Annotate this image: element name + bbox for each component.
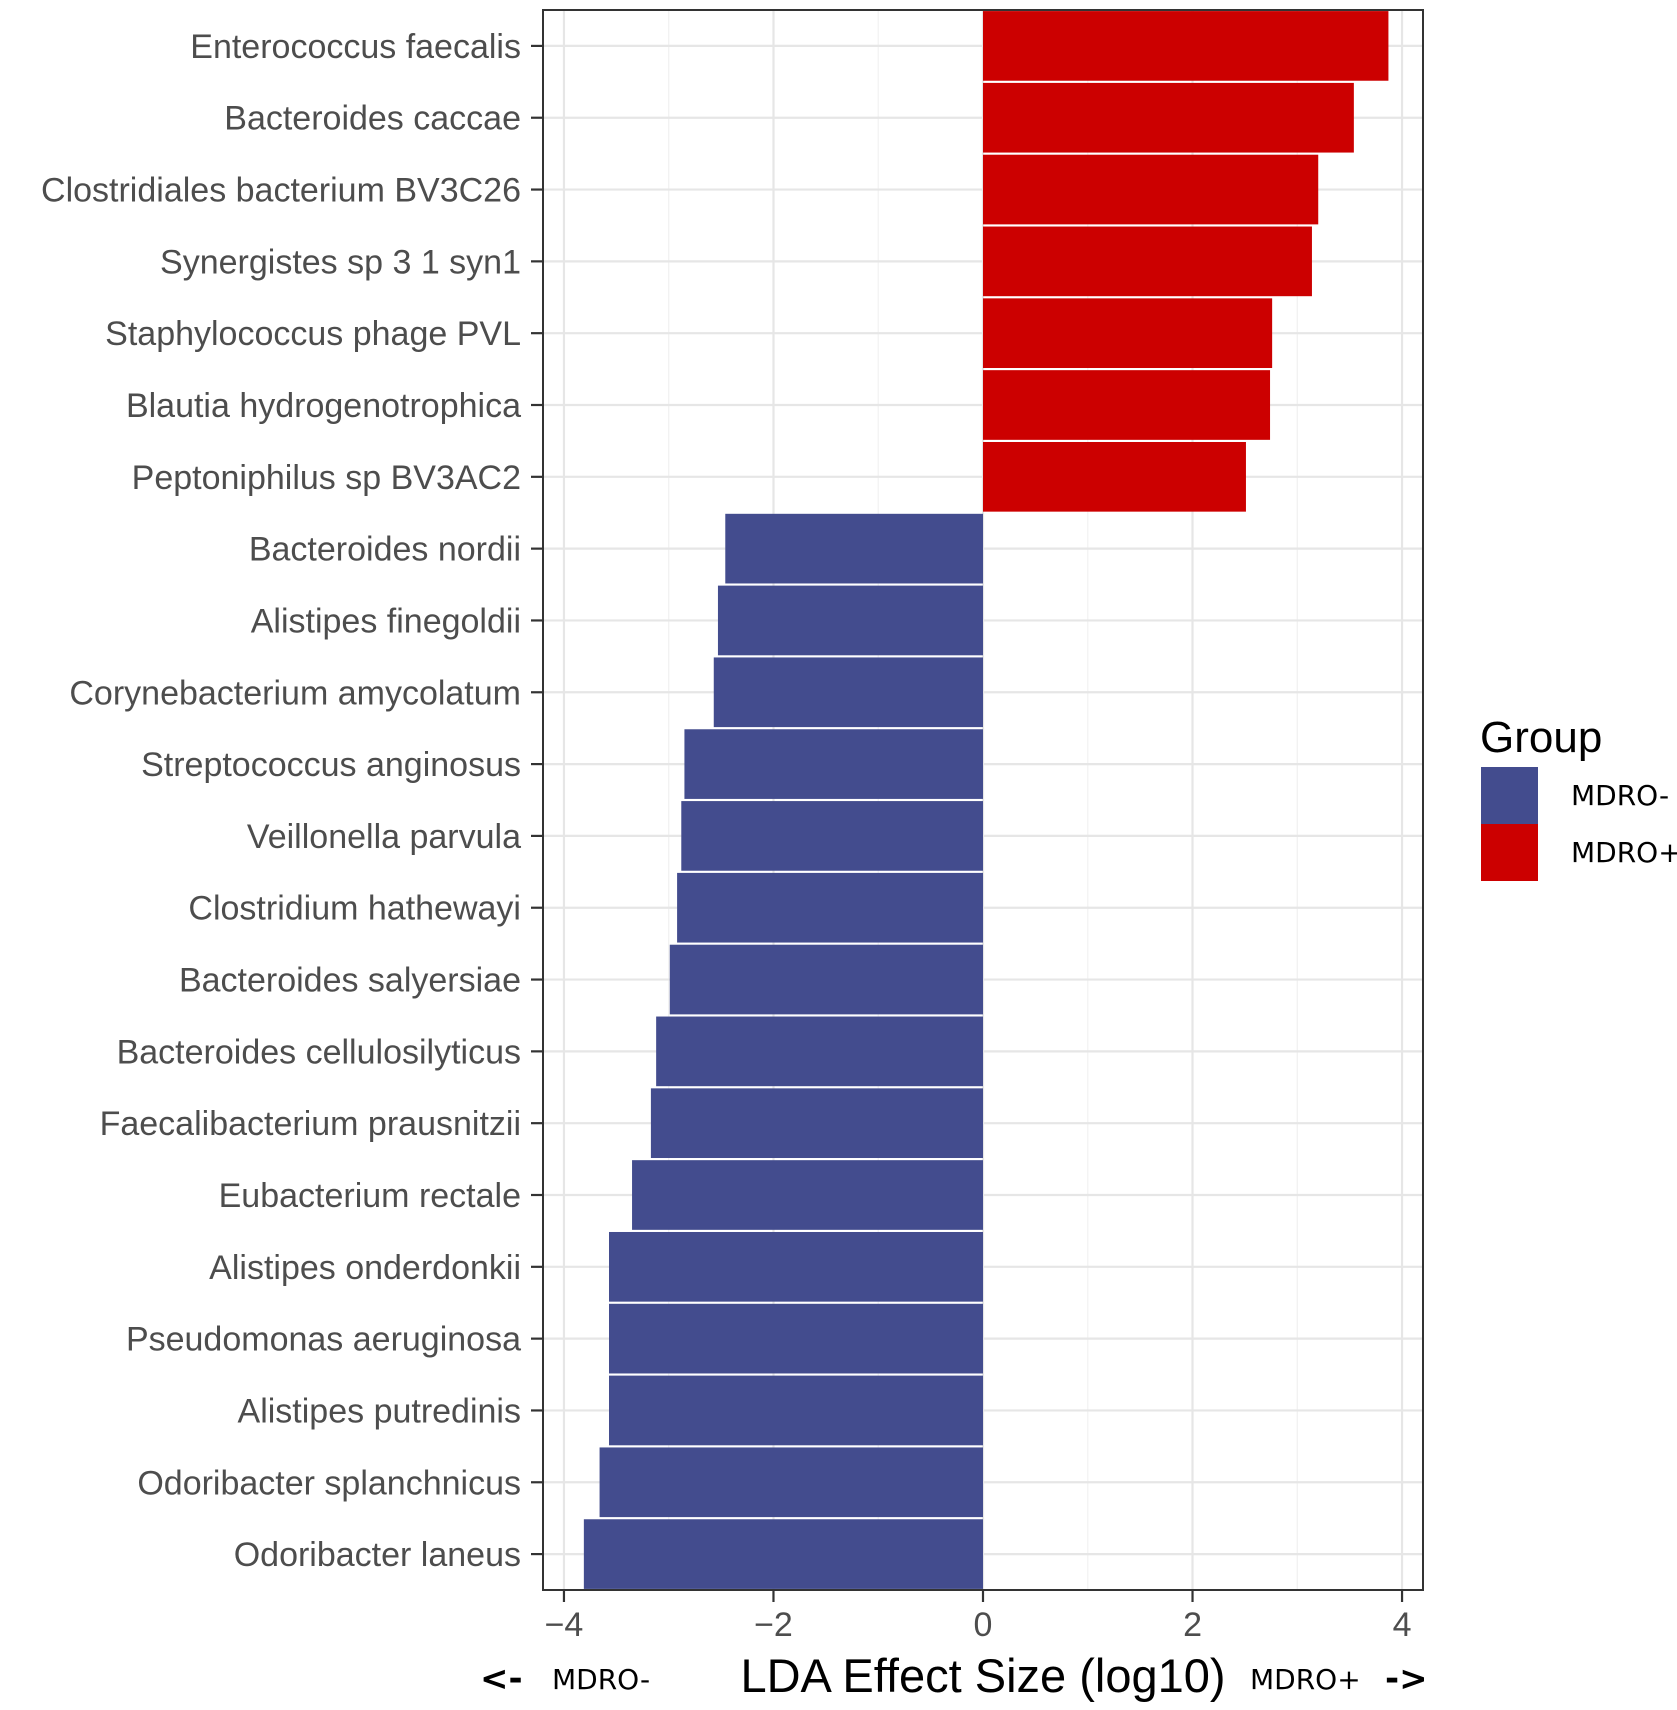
- y-tick-label: Faecalibacterium prausnitzii: [100, 1105, 521, 1143]
- legend-label-mdro-positive: MDRO+: [1571, 836, 1677, 869]
- y-tick-label: Corynebacterium amycolatum: [69, 674, 521, 712]
- bar-alistipes-putredinis: [609, 1375, 983, 1446]
- x-tick-label: −4: [545, 1606, 584, 1644]
- bar-blautia-hydrogenotrophica: [983, 370, 1271, 440]
- bar-odoribacter-laneus: [583, 1519, 983, 1589]
- bar-synergistes-sp-3-1-syn1: [983, 226, 1312, 297]
- y-tick-label: Bacteroides nordii: [249, 531, 521, 569]
- y-tick-label: Staphylococcus phage PVL: [105, 315, 521, 353]
- y-tick-label: Streptococcus anginosus: [141, 746, 521, 784]
- y-tick-label: Pseudomonas aeruginosa: [126, 1321, 521, 1359]
- x-tick-label: 2: [1183, 1606, 1202, 1644]
- bar-corynebacterium-amycolatum: [713, 657, 983, 728]
- bar-alistipes-finegoldii: [717, 585, 983, 656]
- y-tick-label: Alistipes onderdonkii: [209, 1249, 521, 1287]
- legend: Group MDRO- MDRO+: [1480, 713, 1677, 881]
- bar-peptoniphilus-sp-bv3ac2: [983, 441, 1246, 512]
- y-tick-label: Enterococcus faecalis: [190, 28, 521, 66]
- right-group-label: MDRO+: [1250, 1663, 1361, 1696]
- bars: [583, 11, 1389, 1589]
- y-tick-label: Bacteroides caccae: [224, 100, 521, 138]
- x-tick-label: 4: [1393, 1606, 1412, 1644]
- bar-eubacterium-rectale: [632, 1160, 983, 1230]
- x-axis: −4 −2 0 2 4: [545, 1590, 1412, 1644]
- y-tick-label: Clostridiales bacterium BV3C26: [41, 172, 521, 210]
- x-tick-label: −2: [754, 1606, 793, 1644]
- y-tick-label: Alistipes finegoldii: [251, 602, 521, 640]
- bar-bacteroides-nordii: [725, 513, 983, 584]
- y-axis: Enterococcus faecalis Bacteroides caccae C…: [41, 28, 543, 1574]
- bar-bacteroides-caccae: [983, 82, 1354, 153]
- bar-odoribacter-splanchnicus: [599, 1447, 983, 1518]
- legend-label-mdro-negative: MDRO-: [1571, 779, 1669, 812]
- bar-bacteroides-salyersiae: [669, 944, 983, 1015]
- y-tick-label: Blautia hydrogenotrophica: [126, 387, 521, 425]
- x-axis-title: LDA Effect Size (log10): [740, 1649, 1225, 1702]
- y-tick-label: Synergistes sp 3 1 syn1: [160, 243, 521, 281]
- legend-title: Group: [1480, 713, 1602, 762]
- bar-bacteroides-cellulosilyticus: [656, 1016, 983, 1087]
- bar-enterococcus-faecalis: [983, 11, 1389, 81]
- y-tick-label: Bacteroides salyersiae: [179, 962, 521, 1000]
- bar-staphylococcus-phage-pvl: [983, 298, 1273, 369]
- bar-clostridiales-bacterium-bv3c26: [983, 154, 1319, 225]
- y-tick-label: Eubacterium rectale: [219, 1177, 521, 1215]
- bar-clostridium-hathewayi: [677, 872, 983, 943]
- bar-streptococcus-anginosus: [684, 729, 983, 799]
- left-arrow-label: <-: [480, 1659, 523, 1699]
- legend-key-mdro-negative: [1481, 767, 1538, 824]
- bar-faecalibacterium-prausnitzii: [650, 1088, 983, 1159]
- y-tick-label: Peptoniphilus sp BV3AC2: [132, 459, 521, 497]
- bar-pseudomonas-aeruginosa: [609, 1303, 983, 1374]
- y-tick-label: Odoribacter splanchnicus: [137, 1464, 521, 1502]
- right-arrow-label: ->: [1385, 1659, 1428, 1699]
- y-tick-label: Odoribacter laneus: [234, 1536, 521, 1574]
- bar-alistipes-onderdonkii: [609, 1231, 983, 1302]
- y-tick-label: Veillonella parvula: [247, 818, 521, 856]
- left-group-label: MDRO-: [552, 1663, 650, 1696]
- bar-veillonella-parvula: [681, 801, 983, 871]
- x-tick-label: 0: [974, 1606, 993, 1644]
- y-tick-label: Clostridium hathewayi: [188, 890, 521, 928]
- legend-key-mdro-positive: [1481, 824, 1538, 881]
- y-tick-label: Bacteroides cellulosilyticus: [117, 1033, 521, 1071]
- y-tick-label: Alistipes putredinis: [238, 1392, 521, 1430]
